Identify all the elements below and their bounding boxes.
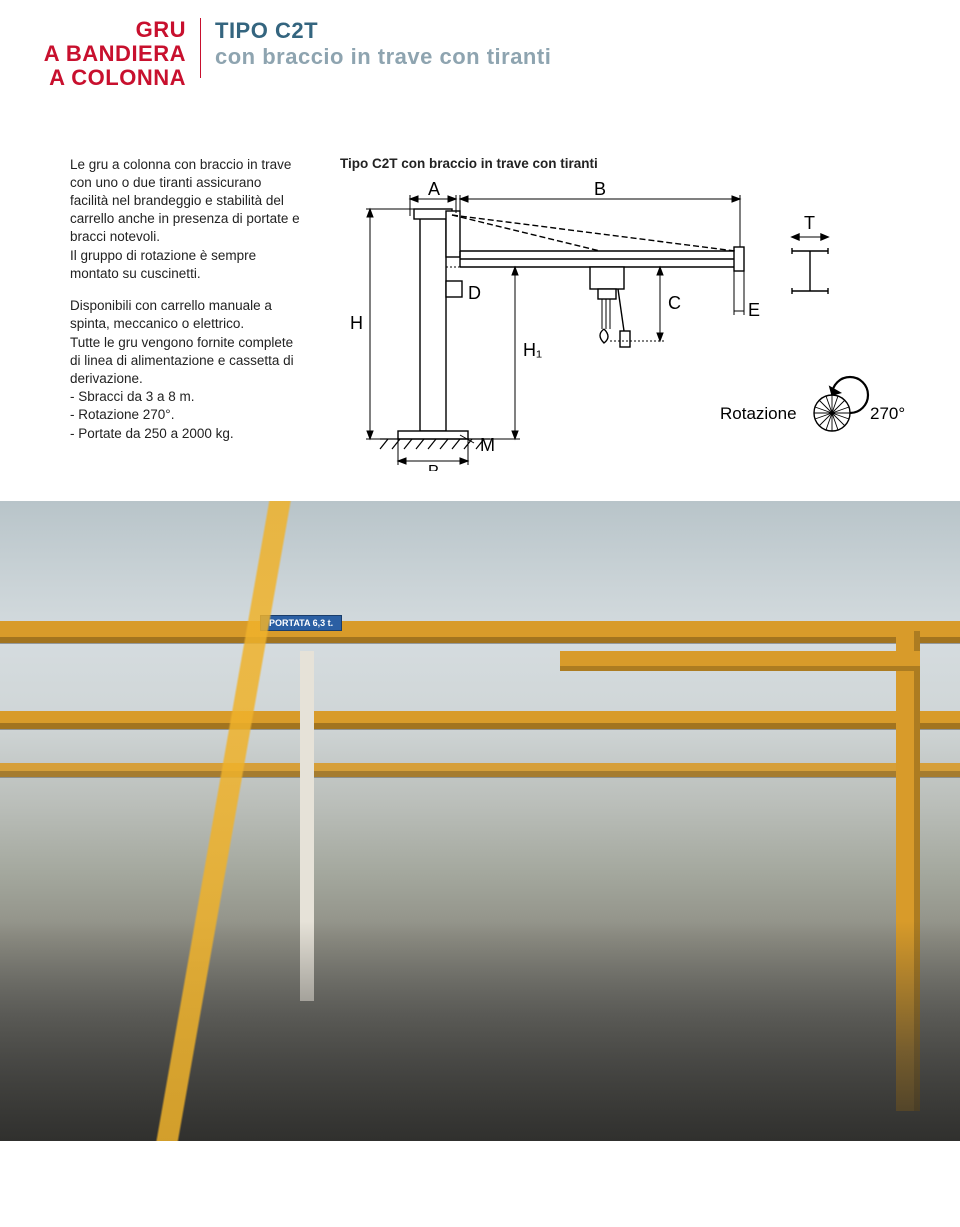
label-B: B bbox=[594, 181, 606, 199]
label-M: M bbox=[480, 435, 495, 455]
para-2b: Tutte le gru vengono fornite complete di… bbox=[70, 335, 294, 386]
label-D: D bbox=[468, 283, 481, 303]
label-H: H bbox=[350, 313, 363, 333]
product-title: TIPO C2T con braccio in trave con tirant… bbox=[200, 18, 551, 78]
label-P: P bbox=[428, 463, 439, 471]
label-E: E bbox=[748, 300, 760, 320]
bullet-3: - Portate da 250 a 2000 kg. bbox=[70, 426, 234, 441]
label-A: A bbox=[428, 181, 440, 199]
category-title: GRU A BANDIERA A COLONNA bbox=[0, 18, 200, 91]
bullet-2: - Rotazione 270°. bbox=[70, 407, 174, 422]
product-photo: PORTATA 6,3 t. bbox=[0, 501, 960, 1141]
category-line-3: A COLONNA bbox=[0, 66, 186, 90]
rotation-label: Rotazione bbox=[720, 404, 797, 423]
category-line-2: A BANDIERA bbox=[0, 42, 186, 66]
diagram-title: Tipo C2T con braccio in trave con tirant… bbox=[340, 156, 960, 171]
page-header: GRU A BANDIERA A COLONNA TIPO C2T con br… bbox=[0, 0, 960, 91]
para-2a: Disponibili con carrello manuale a spint… bbox=[70, 298, 272, 331]
crane-diagram: A B H bbox=[340, 181, 930, 471]
label-H1: H₁ bbox=[523, 340, 542, 360]
rotation-value: 270° bbox=[870, 404, 905, 423]
label-T: T bbox=[804, 213, 815, 233]
product-title-line-2: con braccio in trave con tiranti bbox=[215, 44, 551, 70]
product-title-line-1: TIPO C2T bbox=[215, 18, 551, 44]
label-C: C bbox=[668, 293, 681, 313]
para-1a: Le gru a colonna con braccio in trave co… bbox=[70, 157, 300, 245]
description-text: Le gru a colonna con braccio in trave co… bbox=[70, 156, 300, 471]
diagram-area: Tipo C2T con braccio in trave con tirant… bbox=[300, 156, 960, 471]
category-line-1: GRU bbox=[0, 18, 186, 42]
bullet-1: - Sbracci da 3 a 8 m. bbox=[70, 389, 195, 404]
content-row: Le gru a colonna con braccio in trave co… bbox=[0, 156, 960, 471]
para-1b: Il gruppo di rotazione è sempre montato … bbox=[70, 248, 256, 281]
